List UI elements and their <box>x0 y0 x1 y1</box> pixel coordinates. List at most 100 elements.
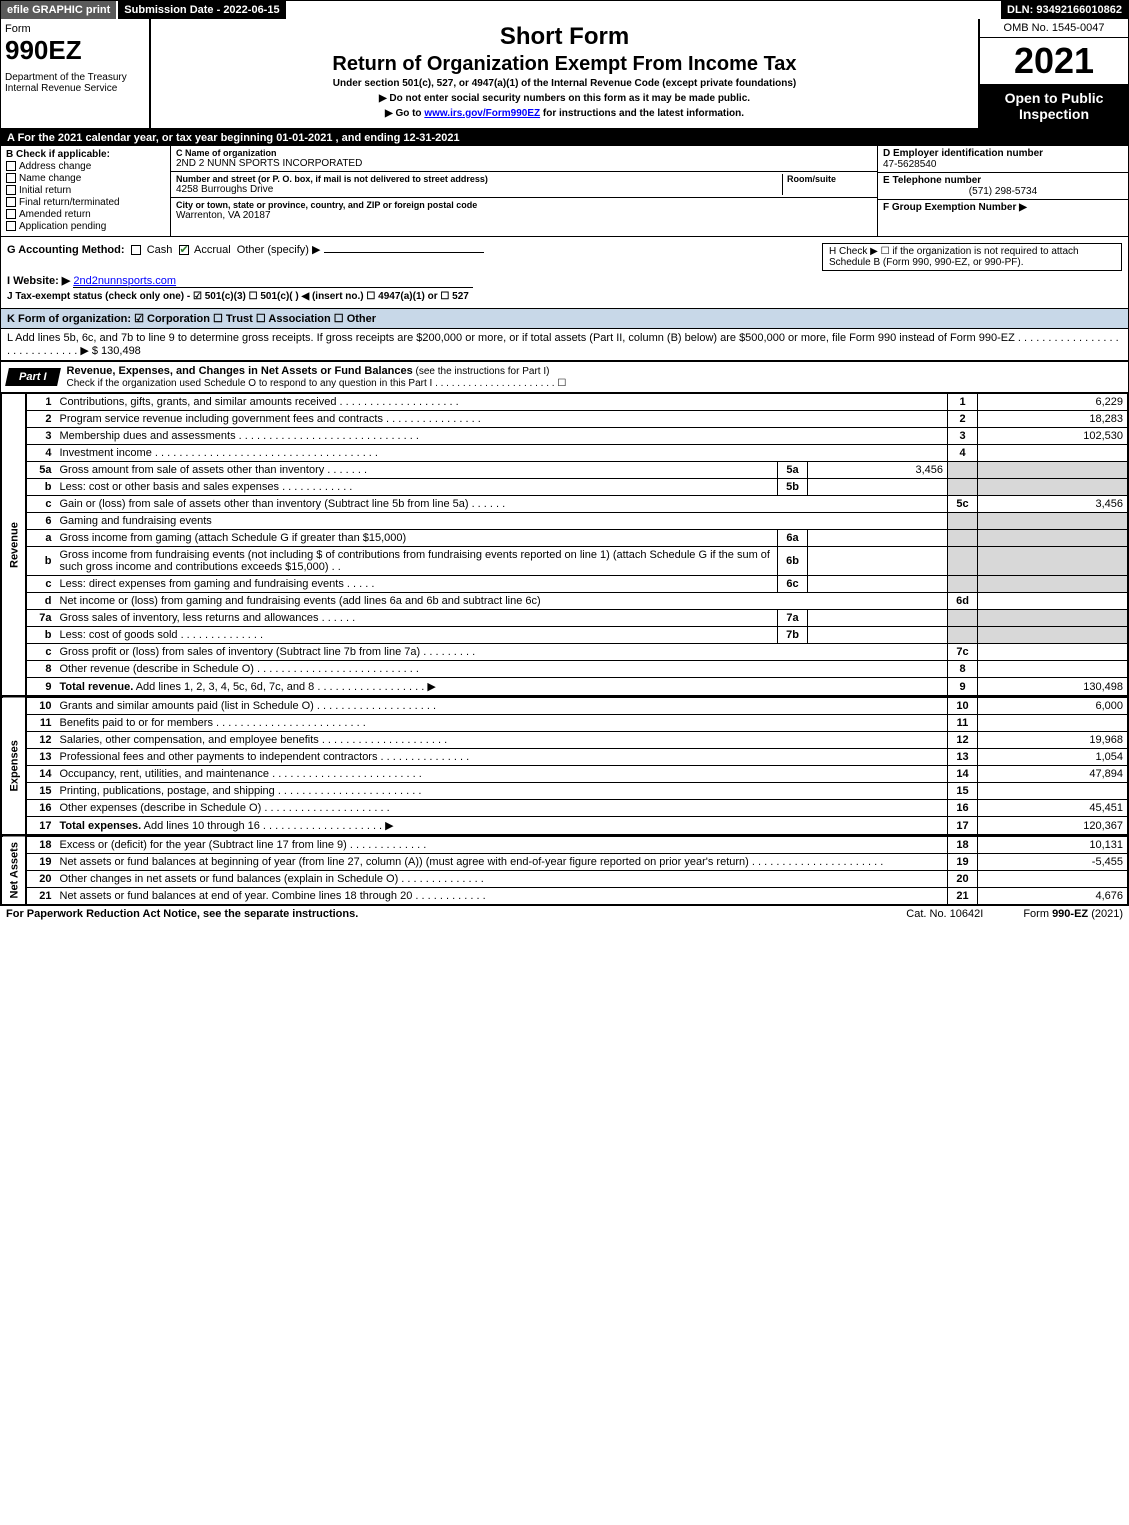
line-value: 1,054 <box>978 749 1128 766</box>
line-desc: Grants and similar amounts paid (list in… <box>56 697 948 715</box>
sub-line-number: 5a <box>778 462 808 479</box>
d-label: D Employer identification number <box>883 148 1123 159</box>
line-number: 10 <box>26 697 56 715</box>
line-number: 7a <box>26 610 56 627</box>
line-number: 5a <box>26 462 56 479</box>
line-desc: Net assets or fund balances at end of ye… <box>56 888 948 905</box>
revenue-table: Revenue1Contributions, gifts, grants, an… <box>1 393 1128 696</box>
check-final-return[interactable]: Final return/terminated <box>6 197 165 208</box>
room-label: Room/suite <box>787 174 872 184</box>
website-link[interactable]: 2nd2nunnsports.com <box>73 275 473 288</box>
section-k: K Form of organization: ☑ Corporation ☐ … <box>1 309 1128 329</box>
line-ref: 3 <box>948 428 978 445</box>
line-desc: Excess or (deficit) for the year (Subtra… <box>56 836 948 854</box>
check-amended-return[interactable]: Amended return <box>6 209 165 220</box>
check-initial-return[interactable]: Initial return <box>6 185 165 196</box>
line-number: 20 <box>26 871 56 888</box>
line-value: -5,455 <box>978 854 1128 871</box>
line-ref: 11 <box>948 715 978 732</box>
side-label: Net Assets <box>2 836 26 905</box>
form-subtitle: Under section 501(c), 527, or 4947(a)(1)… <box>159 78 970 89</box>
line-ref: 10 <box>948 697 978 715</box>
header-center: Short Form Return of Organization Exempt… <box>151 19 978 128</box>
check-application-pending[interactable]: Application pending <box>6 221 165 232</box>
ein-value: 47-5628540 <box>883 159 1123 170</box>
part-1-sub: Check if the organization used Schedule … <box>67 378 567 389</box>
line-desc: Other revenue (describe in Schedule O) .… <box>56 661 948 678</box>
section-a: A For the 2021 calendar year, or tax yea… <box>1 130 1128 146</box>
line-desc: Gross income from fundraising events (no… <box>56 547 778 576</box>
irs-link[interactable]: www.irs.gov/Form990EZ <box>424 108 540 119</box>
line-ref: 20 <box>948 871 978 888</box>
line-desc: Printing, publications, postage, and shi… <box>56 783 948 800</box>
line-value: 45,451 <box>978 800 1128 817</box>
sub-line-value <box>808 530 948 547</box>
line-desc: Occupancy, rent, utilities, and maintena… <box>56 766 948 783</box>
line-value: 19,968 <box>978 732 1128 749</box>
line-value <box>978 783 1128 800</box>
line-ref: 16 <box>948 800 978 817</box>
line-number: 9 <box>26 678 56 696</box>
g-accrual-check[interactable] <box>179 245 189 255</box>
line-number: 21 <box>26 888 56 905</box>
bcde-row: B Check if applicable: Address change Na… <box>1 146 1128 237</box>
part-1-header: Part I Revenue, Expenses, and Changes in… <box>1 362 1128 393</box>
line-ref: 21 <box>948 888 978 905</box>
line-number: 18 <box>26 836 56 854</box>
line-desc: Membership dues and assessments . . . . … <box>56 428 948 445</box>
check-name-change[interactable]: Name change <box>6 173 165 184</box>
b-header: B Check if applicable: <box>6 149 165 160</box>
line-ref: 9 <box>948 678 978 696</box>
line-desc: Other changes in net assets or fund bala… <box>56 871 948 888</box>
sub-line-number: 6c <box>778 576 808 593</box>
line-value <box>978 871 1128 888</box>
sub-line-value <box>808 479 948 496</box>
line-desc: Total revenue. Add lines 1, 2, 3, 4, 5c,… <box>56 678 948 696</box>
line-desc: Investment income . . . . . . . . . . . … <box>56 445 948 462</box>
line-ref: 1 <box>948 394 978 411</box>
g-cash-check[interactable] <box>131 245 141 255</box>
sub-line-number: 7b <box>778 627 808 644</box>
line-value: 4,676 <box>978 888 1128 905</box>
short-form-label: Short Form <box>159 23 970 51</box>
line-number: 11 <box>26 715 56 732</box>
check-address-change[interactable]: Address change <box>6 161 165 172</box>
line-value: 120,367 <box>978 817 1128 835</box>
g-other-input[interactable] <box>324 252 484 253</box>
section-l: L Add lines 5b, 6c, and 7b to line 9 to … <box>1 329 1128 362</box>
line-value <box>978 593 1128 610</box>
line-number: 3 <box>26 428 56 445</box>
part-1-tab: Part I <box>5 368 60 386</box>
line-number: 19 <box>26 854 56 871</box>
line-number: 15 <box>26 783 56 800</box>
netassets-table: Net Assets18Excess or (deficit) for the … <box>1 835 1128 905</box>
line-number: d <box>26 593 56 610</box>
line-number: 14 <box>26 766 56 783</box>
line-ref: 8 <box>948 661 978 678</box>
line-desc: Program service revenue including govern… <box>56 411 948 428</box>
section-de: D Employer identification number 47-5628… <box>878 146 1128 236</box>
form-word: Form <box>5 23 145 35</box>
c-name-label: C Name of organization <box>176 148 872 158</box>
k-line: K Form of organization: ☑ Corporation ☐ … <box>7 313 376 325</box>
line-ref: 4 <box>948 445 978 462</box>
expenses-table: Expenses10Grants and similar amounts pai… <box>1 696 1128 835</box>
line-value: 18,283 <box>978 411 1128 428</box>
header-left: Form 990EZ Department of the Treasury In… <box>1 19 151 128</box>
tax-year: 2021 <box>980 38 1128 84</box>
sub-line-number: 6b <box>778 547 808 576</box>
sub-line-value <box>808 547 948 576</box>
line-number: c <box>26 644 56 661</box>
footer-form: Form Form 990-EZ (2021)990-EZ (2021) <box>1023 908 1123 920</box>
line-desc: Less: direct expenses from gaming and fu… <box>56 576 778 593</box>
ssn-note: ▶ Do not enter social security numbers o… <box>159 93 970 104</box>
line-desc: Gross profit or (loss) from sales of inv… <box>56 644 948 661</box>
header-right: OMB No. 1545-0047 2021 Open to Public In… <box>978 19 1128 128</box>
org-street: 4258 Burroughs Drive <box>176 184 782 195</box>
line-desc: Less: cost or other basis and sales expe… <box>56 479 778 496</box>
sub-line-number: 5b <box>778 479 808 496</box>
line-ref: 7c <box>948 644 978 661</box>
sub-line-value <box>808 627 948 644</box>
line-value: 6,000 <box>978 697 1128 715</box>
efile-label: efile GRAPHIC print <box>1 1 118 19</box>
